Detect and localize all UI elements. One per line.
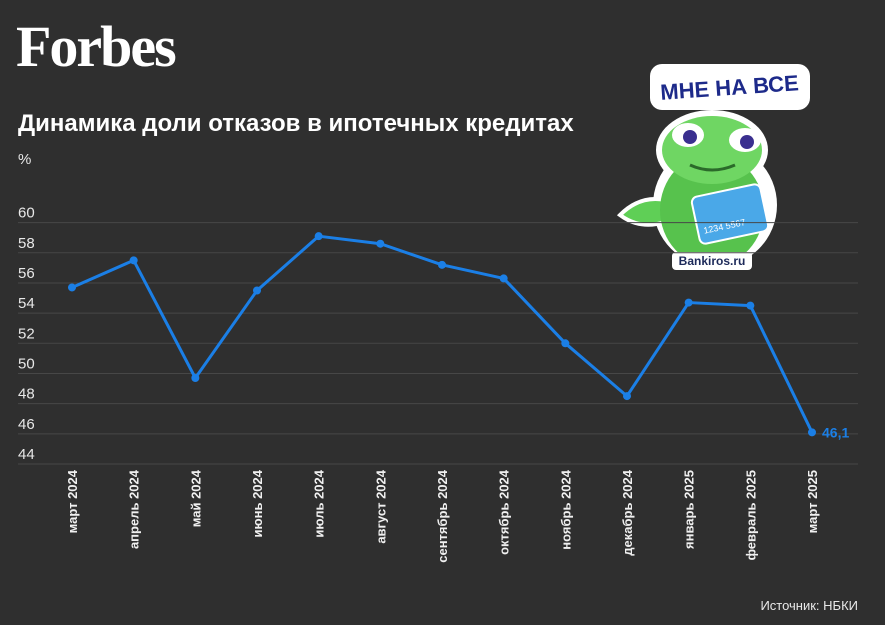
logo: Forbes bbox=[16, 14, 176, 79]
data-point bbox=[561, 339, 570, 348]
x-tick-label: ноябрь 2024 bbox=[558, 469, 573, 549]
y-tick-label: 46 bbox=[18, 416, 35, 433]
data-point bbox=[438, 260, 446, 269]
x-tick-label: март 2025 bbox=[805, 470, 820, 533]
y-axis-label: % bbox=[18, 151, 31, 168]
data-point bbox=[623, 392, 631, 401]
x-tick-label: июль 2024 bbox=[312, 469, 327, 537]
sticker-mouth bbox=[689, 163, 736, 172]
sticker-card bbox=[690, 183, 770, 245]
data-point bbox=[746, 301, 755, 310]
y-tick-label: 58 bbox=[18, 235, 35, 252]
sticker-pupil bbox=[740, 135, 754, 149]
y-tick-label: 50 bbox=[18, 355, 35, 372]
x-tick-label: февраль 2025 bbox=[743, 470, 758, 560]
y-tick-label: 48 bbox=[18, 386, 35, 403]
x-tick-label: декабрь 2024 bbox=[620, 469, 635, 555]
data-point bbox=[684, 298, 693, 307]
y-tick-label: 52 bbox=[18, 325, 35, 342]
data-point bbox=[191, 374, 200, 383]
sticker-site: Bankiros.ru bbox=[679, 254, 746, 268]
value-label: 46,1 bbox=[822, 424, 849, 440]
sticker-arm bbox=[616, 197, 667, 227]
chart-title: Динамика доли отказов в ипотечных кредит… bbox=[18, 110, 574, 137]
sticker: МНЕ НА ВСЕ 1234 5567 Bankiros.ru bbox=[616, 64, 810, 270]
x-tick-label: сентябрь 2024 bbox=[435, 469, 450, 563]
y-tick-label: 54 bbox=[18, 295, 35, 312]
x-tick-label: июнь 2024 bbox=[250, 469, 265, 537]
data-point bbox=[68, 283, 76, 292]
data-point bbox=[499, 274, 508, 283]
x-tick-label: август 2024 bbox=[373, 469, 388, 543]
data-point bbox=[253, 286, 261, 295]
y-tick-label: 44 bbox=[18, 446, 35, 463]
data-point bbox=[808, 428, 816, 437]
sticker-site-bg bbox=[672, 252, 752, 270]
y-tick-label: 60 bbox=[18, 205, 35, 222]
x-tick-label: апрель 2024 bbox=[127, 469, 142, 549]
x-tick-label: январь 2025 bbox=[682, 470, 697, 549]
x-tick-label: март 2024 bbox=[65, 469, 80, 533]
y-tick-label: 56 bbox=[18, 265, 35, 282]
data-point bbox=[129, 256, 138, 265]
x-tick-label: май 2024 bbox=[188, 469, 203, 527]
data-point bbox=[314, 232, 323, 241]
data-point bbox=[376, 239, 385, 248]
sticker-pupil bbox=[683, 130, 697, 144]
source: Источник: НБКИ bbox=[760, 598, 858, 613]
x-tick-label: октябрь 2024 bbox=[497, 469, 512, 555]
sticker-caption-bg bbox=[650, 64, 810, 110]
